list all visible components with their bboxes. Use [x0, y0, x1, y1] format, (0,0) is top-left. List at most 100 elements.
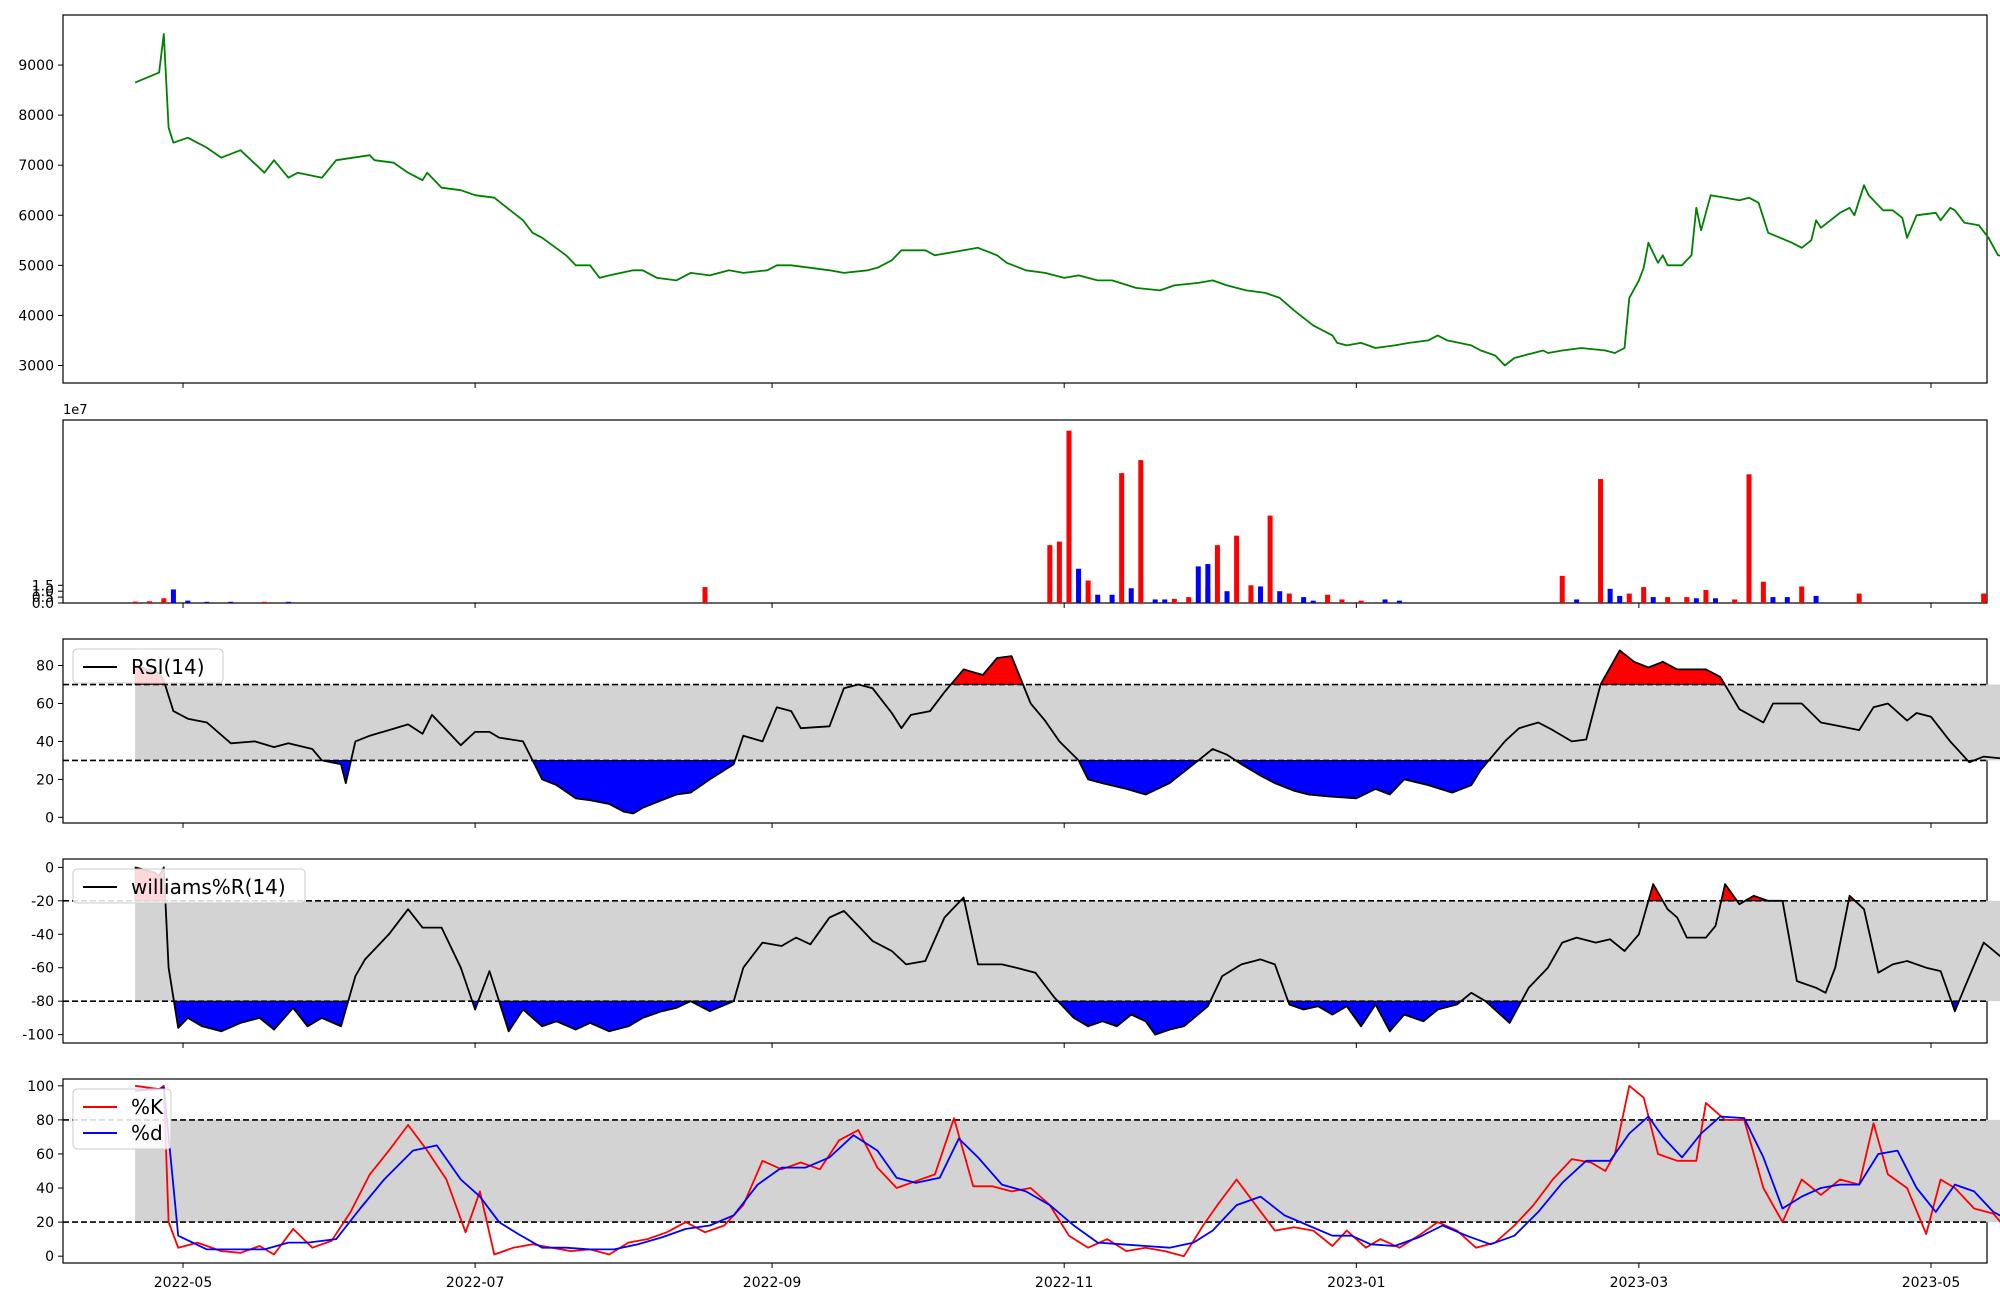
volume-bar [170, 589, 176, 603]
y-tick-label: 40 [36, 1181, 54, 1197]
volume-bar [1195, 566, 1201, 603]
rsi-band [135, 684, 2000, 761]
x-tick-label: 2022-07 [446, 1275, 505, 1291]
volume-bar [1310, 600, 1316, 603]
volume-bar [1617, 595, 1623, 603]
volume-bar [1641, 587, 1647, 603]
volume-bar [1205, 564, 1211, 603]
volume-bar [1746, 474, 1752, 603]
williams-band [135, 900, 2000, 1002]
volume-bar [1325, 594, 1331, 603]
y-tick-label: -60 [31, 961, 54, 977]
volume-bar [702, 587, 708, 603]
y-tick-label: 8000 [18, 108, 54, 124]
y-tick-label: 80 [36, 1113, 54, 1129]
price-line [134, 33, 2000, 367]
stochastic-band [135, 1119, 2000, 1223]
volume-bar [1693, 598, 1699, 603]
volume-bar [1076, 568, 1082, 603]
volume-bar [1248, 585, 1254, 603]
legend-box [72, 648, 224, 684]
legend-label: williams%R(14) [131, 875, 286, 899]
volume-bar [1066, 430, 1072, 603]
y-tick-label: 4000 [18, 308, 54, 324]
y-tick-label: -40 [31, 927, 54, 943]
volume-bar [1095, 594, 1101, 603]
volume-bar [146, 601, 152, 603]
series-line [134, 866, 2000, 1036]
volume-bar [1109, 594, 1115, 603]
volume-bar [1607, 588, 1613, 603]
volume-bar [1224, 591, 1230, 603]
y-tick-label: 20 [36, 1215, 54, 1231]
volume-bar [185, 600, 191, 603]
volume-bar [204, 601, 210, 603]
y-offset-label: 1e7 [63, 403, 88, 418]
williams-oversold-fill [173, 1000, 349, 1032]
volume-bar [132, 601, 138, 603]
legend-box [72, 868, 306, 904]
rsi-oversold-fill [531, 760, 736, 814]
y-tick-label: 7000 [18, 158, 54, 174]
volume-bar [1056, 541, 1062, 603]
williams-oversold-fill [1056, 1000, 1211, 1036]
y-tick-label: 9000 [18, 58, 54, 74]
y-tick-label: -80 [31, 994, 54, 1010]
volume-bar [1559, 575, 1565, 603]
y-tick-label: 0.5 [32, 590, 54, 606]
price-frame [62, 14, 1988, 384]
volume-bar [1214, 545, 1220, 603]
y-tick-label: 0 [45, 860, 54, 876]
x-tick-label: 2023-01 [1327, 1275, 1386, 1291]
y-tick-label: 60 [36, 696, 54, 712]
y-tick-label: 3000 [18, 358, 54, 374]
y-tick-label: 100 [27, 1079, 54, 1095]
volume-bar [1138, 460, 1144, 603]
volume-bar [1128, 588, 1134, 603]
volume-bar [1234, 535, 1240, 603]
rsi-oversold-fill [1077, 760, 1200, 795]
legend-label: RSI(14) [131, 655, 205, 679]
series-line [135, 1086, 2000, 1251]
volume-bar [1286, 593, 1292, 603]
volume-bar [285, 601, 291, 603]
volume-bar [1162, 599, 1168, 603]
volume-bar [1301, 597, 1307, 603]
volume-bar [1684, 597, 1690, 603]
y-tick-label: 0 [45, 810, 54, 826]
volume-bar [1119, 473, 1125, 603]
volume-bar [1770, 597, 1776, 603]
volume-bar [1358, 600, 1364, 603]
volume-bar [1856, 593, 1862, 603]
y-tick-label: 40 [36, 734, 54, 750]
volume-bar [1732, 599, 1738, 603]
volume-bar [1712, 598, 1718, 603]
volume-bar [1382, 599, 1388, 603]
volume-bar [1703, 590, 1709, 603]
volume-bar [1267, 515, 1273, 603]
volume-bar [261, 601, 267, 603]
x-tick-label: 2023-03 [1610, 1275, 1669, 1291]
volume-bar [1396, 600, 1402, 603]
rsi-overbought-fill [1599, 649, 1726, 685]
legend-label: %d [131, 1121, 163, 1145]
y-tick-label: 0.0 [32, 596, 54, 612]
volume-bar [161, 598, 167, 603]
y-tick-label: 5000 [18, 258, 54, 274]
volume-bar [1598, 479, 1604, 603]
y-tick-label: 60 [36, 1147, 54, 1163]
volume-bar [1171, 598, 1177, 603]
y-tick-label: -20 [31, 894, 54, 910]
y-tick-label: 6000 [18, 208, 54, 224]
x-tick-label: 2022-09 [743, 1275, 802, 1291]
legend-label: %K [131, 1095, 164, 1119]
volume-bar [1665, 597, 1671, 603]
volume-bar [1784, 597, 1790, 603]
volume-bar [1650, 597, 1656, 603]
y-tick-label: 1.0 [32, 584, 54, 600]
volume-bar [1981, 593, 1987, 603]
volume-bar [1085, 580, 1091, 603]
y-tick-label: 0 [45, 1249, 54, 1265]
volume-bar [1258, 586, 1264, 603]
volume-bar [1186, 597, 1192, 603]
